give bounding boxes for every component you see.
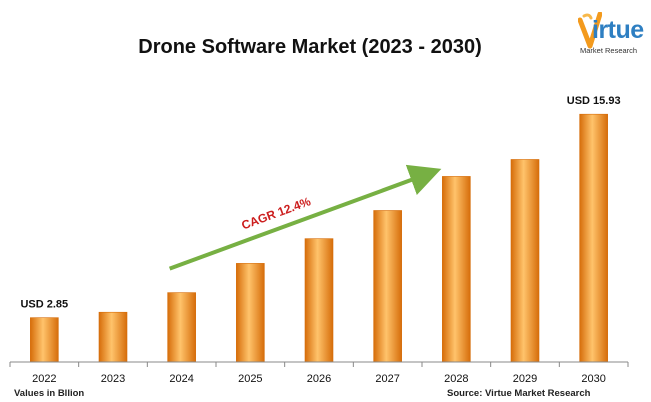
- bar-2029: [510, 159, 540, 363]
- x-tick-label: 2028: [444, 373, 468, 385]
- bar-2030: [579, 113, 608, 363]
- x-tick-label: 2023: [101, 373, 125, 385]
- data-label-2022: USD 2.85: [20, 299, 68, 311]
- bar-2028: [442, 176, 471, 363]
- logo-wordmark: irtue: [592, 16, 644, 44]
- bar-2025: [236, 263, 265, 363]
- cagr-label: CAGR 12.4%: [240, 194, 313, 232]
- bar-2023: [98, 311, 128, 363]
- logo-subtitle: Market Research: [580, 46, 638, 55]
- v-logo-mark-icon: [578, 12, 602, 49]
- data-label-2030: USD 15.93: [567, 95, 621, 107]
- x-tick-label: 2030: [581, 373, 605, 385]
- bar-2022: [30, 317, 59, 363]
- x-tick-label: 2029: [513, 373, 537, 385]
- bar-2027: [373, 210, 402, 363]
- x-tick-label: 2024: [169, 373, 193, 385]
- chart-title: Drone Software Market (2023 - 2030): [138, 36, 482, 58]
- bar-2024: [167, 292, 196, 363]
- x-tick-label: 2026: [307, 373, 331, 385]
- cagr-arrow: [168, 164, 442, 271]
- virtue-logo: irtue Market Research: [578, 6, 646, 66]
- x-tick-label: 2025: [238, 373, 262, 385]
- bar-2026: [304, 238, 334, 363]
- source-note: Source: Virtue Market Research: [447, 388, 591, 399]
- x-tick-label: 2022: [32, 373, 56, 385]
- unit-note: Values in Bllion: [14, 388, 85, 399]
- x-tick-label: 2027: [375, 373, 399, 385]
